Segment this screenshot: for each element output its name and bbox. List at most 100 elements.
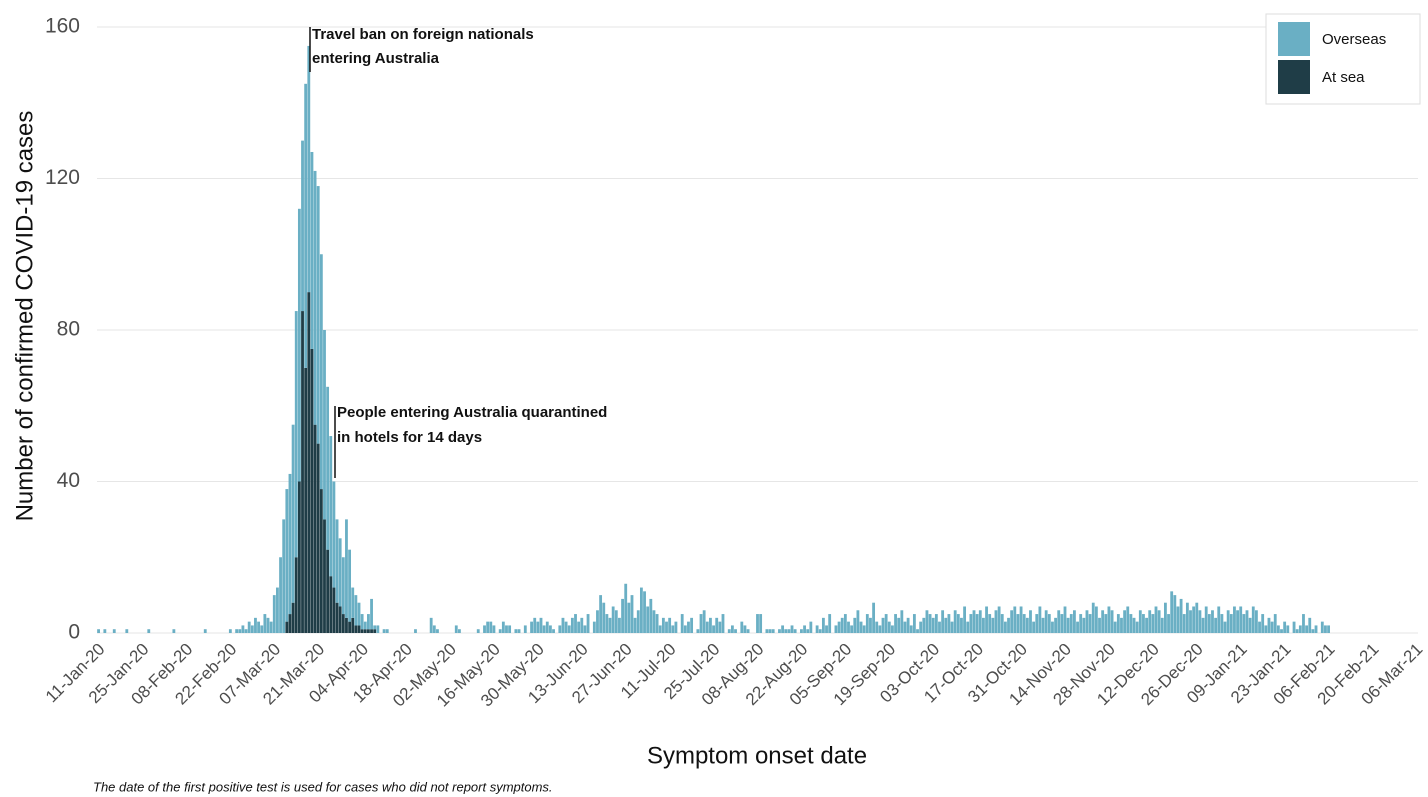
bar-segment (326, 386, 330, 550)
bar-segment (1295, 629, 1299, 633)
bar-segment (279, 557, 282, 633)
bar-segment (878, 625, 882, 633)
bar-segment (1116, 614, 1120, 633)
bar-segment (373, 625, 377, 630)
bar-segment (1019, 606, 1023, 633)
bar-segment (351, 587, 355, 618)
bar-segment (360, 629, 364, 633)
bar-segment (548, 625, 552, 633)
bar-segment (916, 629, 919, 633)
bar-segment (1038, 606, 1042, 633)
bar-segment (1120, 617, 1123, 633)
bar-segment (843, 614, 847, 633)
bar-segment (919, 621, 923, 633)
bar-segment (558, 625, 562, 633)
bar-segment (545, 621, 549, 633)
bar-segment (363, 629, 367, 633)
bar-segment (454, 625, 458, 633)
bar-segment (1226, 610, 1230, 633)
bar-segment (690, 617, 694, 633)
bar-segment (304, 367, 308, 633)
bar-segment (608, 617, 612, 633)
bar-segment (803, 625, 806, 633)
bar-segment (112, 629, 116, 633)
bar-segment (501, 621, 505, 633)
y-tick-label: 160 (45, 15, 80, 38)
bar-segment (1151, 614, 1155, 633)
bar-segment (536, 621, 540, 633)
bar-segment (837, 621, 841, 633)
bar-segment (1214, 617, 1218, 633)
bar-segment (345, 519, 348, 618)
bar-segment (228, 629, 232, 633)
bar-segment (357, 625, 361, 633)
bar-segment (436, 629, 439, 633)
bar-segment (787, 629, 791, 633)
bar-segment (891, 625, 894, 633)
bar-segment (1258, 621, 1261, 633)
bar-segment (1201, 617, 1205, 633)
bar-segment (1270, 621, 1274, 633)
bar-segment (646, 606, 650, 633)
bar-segment (699, 614, 703, 633)
bar-segment (821, 617, 825, 633)
bar-segment (1107, 606, 1111, 633)
bar-segment (931, 617, 935, 633)
bar-segment (862, 625, 866, 633)
bar-segment (1044, 610, 1048, 633)
bar-segment (552, 629, 555, 633)
bar-segment (1060, 614, 1064, 633)
bar-segment (288, 473, 292, 615)
bar-segment (1185, 602, 1189, 633)
bar-segment (840, 617, 844, 633)
bar-segment (1308, 617, 1312, 633)
bar-segment (611, 606, 615, 633)
bar-segment (310, 151, 314, 349)
bar-segment (790, 625, 794, 633)
bar-segment (319, 489, 323, 633)
bar-segment (674, 621, 678, 633)
bar-segment (1154, 606, 1158, 633)
bar-segment (1076, 621, 1079, 633)
legend: Overseas At sea (1265, 13, 1421, 105)
bar-segment (367, 614, 370, 630)
bar-segment (649, 598, 653, 633)
bar-segment (1157, 610, 1161, 633)
legend-label: At sea (1322, 69, 1365, 86)
bar-segment (740, 621, 744, 633)
bar-segment (1047, 614, 1051, 633)
bar-segment (294, 311, 298, 558)
bar-segment (680, 614, 684, 633)
bar-segment (1179, 598, 1183, 633)
bar-segment (1223, 621, 1227, 633)
bar-segment (1327, 625, 1330, 633)
bar-segment (806, 629, 810, 633)
bar-segment (1041, 617, 1045, 633)
bar-segment (834, 625, 838, 633)
bar-segment (778, 629, 781, 633)
bar-segment (1142, 614, 1145, 633)
bar-segment (865, 614, 869, 633)
bar-segment (254, 617, 257, 633)
bar-segment (272, 595, 276, 633)
bar-segment (847, 621, 850, 633)
bar-segment (1129, 614, 1133, 633)
bar-segment (643, 591, 646, 633)
bar-segment (370, 629, 373, 633)
bar-segment (354, 625, 358, 633)
bar-segment (373, 629, 377, 633)
bar-segment (291, 424, 295, 603)
bar-segment (912, 614, 916, 633)
bar-segment (357, 602, 361, 626)
bar-segment (1189, 610, 1192, 633)
bar-segment (941, 610, 945, 633)
bar-segment (363, 621, 367, 630)
bar-segment (1110, 610, 1114, 633)
bar-segment (906, 617, 910, 633)
bar-segment (897, 617, 901, 633)
bar-segment (260, 625, 264, 633)
bar-segment (687, 621, 690, 633)
bar-segment (988, 614, 992, 633)
bar-segment (1079, 614, 1083, 633)
bar-segment (1000, 614, 1004, 633)
